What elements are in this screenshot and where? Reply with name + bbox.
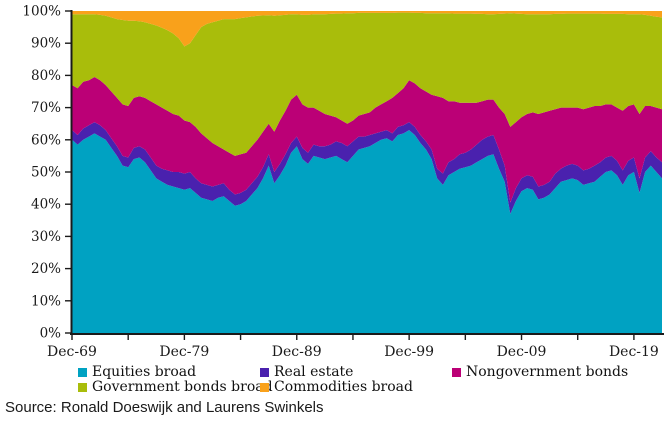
area-government-bonds-broad [72,12,662,156]
area-commodities-broad [72,11,662,47]
legend-item-real-estate: Real estate [260,363,354,380]
y-tick-label: 80% [31,68,61,84]
legend-swatch-nongovernment-bonds [452,367,461,377]
x-tick-label: Dec-09 [497,344,547,360]
legend-item-equities-broad: Equities broad [78,363,197,380]
y-tick-label: 90% [31,36,61,52]
legend-label-real-estate: Real estate [274,363,354,380]
area-real-estate [72,122,662,214]
axes-lines [70,10,664,335]
y-tick-label: 60% [31,132,61,148]
y-tick-label: 40% [31,197,61,213]
legend-label-commodities-broad: Commodities broad [274,378,413,395]
legend-item-nongovernment-bonds: Nongovernment bonds [452,363,629,380]
y-tick-label: 20% [31,261,61,277]
y-tick-label: 70% [31,100,61,116]
legend-label-government-bonds-broad: Government bonds broad [92,378,273,395]
legend-label-equities-broad: Equities broad [92,363,197,380]
y-tick-label: 30% [31,229,61,245]
y-tick-label: 50% [31,165,61,181]
x-tick-label: Dec-89 [272,344,322,360]
x-tick-label: Dec-19 [609,344,659,360]
legend-swatch-real-estate [260,367,269,377]
area-equities-broad [72,130,662,333]
legend-swatch-government-bonds-broad [78,382,87,392]
legend-item-commodities-broad: Commodities broad [260,378,413,395]
legend-swatch-commodities-broad [260,382,269,392]
x-tick-label: Dec-69 [47,344,97,360]
y-tick-label: 100% [22,4,61,20]
legend-label-nongovernment-bonds: Nongovernment bonds [466,363,629,380]
area-nongovernment-bonds [72,77,662,203]
y-tick-label: 0% [40,326,62,342]
source-text: Source: Ronald Doeswijk and Laurens Swin… [5,399,324,416]
x-tick-label: Dec-79 [159,344,209,360]
y-tick-label: 10% [31,293,61,309]
legend-swatch-equities-broad [78,367,87,377]
x-tick-label: Dec-99 [384,344,434,360]
legend-item-government-bonds-broad: Government bonds broad [78,378,273,395]
stacked-area-chart: 0% 10% 20% 30% 40% 50% 60% 70% 80% 90% 100% Dec-69 D… [22,4,664,360]
